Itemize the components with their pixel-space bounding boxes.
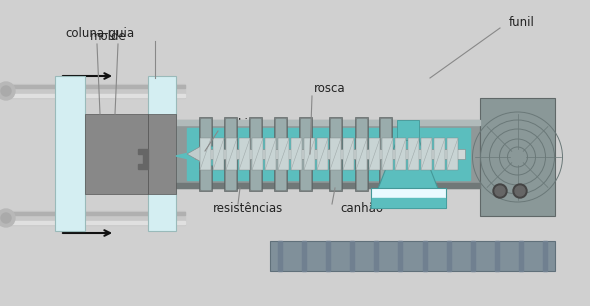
Bar — [278, 241, 282, 271]
Bar — [519, 241, 523, 271]
Polygon shape — [421, 138, 432, 170]
Bar — [0, 94, 185, 97]
Text: canhão: canhão — [340, 203, 384, 215]
Circle shape — [0, 82, 15, 100]
Bar — [226, 119, 235, 189]
Polygon shape — [252, 138, 263, 170]
Text: bico: bico — [238, 118, 263, 130]
Bar — [224, 117, 237, 191]
Polygon shape — [408, 138, 419, 170]
Polygon shape — [371, 140, 445, 208]
Polygon shape — [304, 138, 315, 170]
Bar — [175, 183, 480, 188]
Polygon shape — [138, 149, 148, 169]
Bar — [0, 221, 185, 224]
Bar — [0, 84, 185, 98]
Bar — [0, 212, 185, 215]
Text: resistências: resistências — [213, 203, 283, 215]
Circle shape — [200, 146, 220, 166]
Circle shape — [513, 184, 527, 198]
Bar — [398, 241, 402, 271]
Bar — [175, 120, 480, 188]
Bar — [148, 76, 176, 231]
Bar — [0, 85, 185, 88]
Polygon shape — [291, 138, 302, 170]
Bar — [326, 241, 330, 271]
Polygon shape — [434, 138, 445, 170]
Circle shape — [493, 184, 507, 198]
Circle shape — [1, 86, 11, 96]
Polygon shape — [176, 148, 210, 164]
Bar — [350, 241, 354, 271]
Bar — [422, 241, 427, 271]
Circle shape — [0, 209, 15, 227]
Polygon shape — [317, 138, 328, 170]
Bar — [379, 117, 392, 191]
Polygon shape — [239, 138, 250, 170]
Bar — [375, 241, 378, 271]
Bar — [0, 211, 185, 225]
Bar — [148, 114, 176, 194]
Polygon shape — [187, 145, 203, 163]
Bar — [201, 119, 210, 189]
Polygon shape — [226, 138, 237, 170]
Text: funil: funil — [509, 16, 535, 28]
Bar — [55, 76, 85, 231]
Circle shape — [515, 186, 525, 196]
Polygon shape — [356, 138, 367, 170]
Text: rosca: rosca — [314, 83, 346, 95]
Bar — [471, 241, 475, 271]
Polygon shape — [395, 138, 406, 170]
Polygon shape — [330, 138, 341, 170]
Bar — [371, 188, 445, 208]
Bar — [397, 120, 419, 140]
Bar — [274, 117, 287, 191]
Bar — [447, 241, 451, 271]
Bar — [543, 241, 547, 271]
Bar — [329, 117, 342, 191]
Bar — [175, 120, 480, 125]
Text: coluna-guia: coluna-guia — [65, 27, 135, 39]
Bar — [251, 119, 260, 189]
Bar — [299, 117, 312, 191]
Bar — [301, 119, 310, 189]
Polygon shape — [369, 138, 380, 170]
Bar — [187, 128, 470, 180]
Bar — [355, 117, 368, 191]
Text: molde: molde — [90, 29, 126, 43]
Bar — [372, 198, 444, 207]
Bar — [199, 117, 212, 191]
Bar — [302, 241, 306, 271]
Polygon shape — [447, 138, 458, 170]
Polygon shape — [343, 138, 354, 170]
Polygon shape — [278, 138, 289, 170]
Bar — [195, 149, 465, 159]
Bar — [85, 114, 148, 194]
Bar — [331, 119, 340, 189]
Bar — [381, 119, 390, 189]
Polygon shape — [213, 138, 224, 170]
Polygon shape — [200, 138, 211, 170]
Circle shape — [1, 213, 11, 223]
Polygon shape — [265, 138, 276, 170]
Bar — [270, 241, 555, 271]
Bar — [480, 98, 555, 216]
Bar — [276, 119, 285, 189]
Polygon shape — [382, 138, 393, 170]
Bar — [357, 119, 366, 189]
Bar — [249, 117, 262, 191]
Circle shape — [495, 186, 505, 196]
Bar — [495, 241, 499, 271]
